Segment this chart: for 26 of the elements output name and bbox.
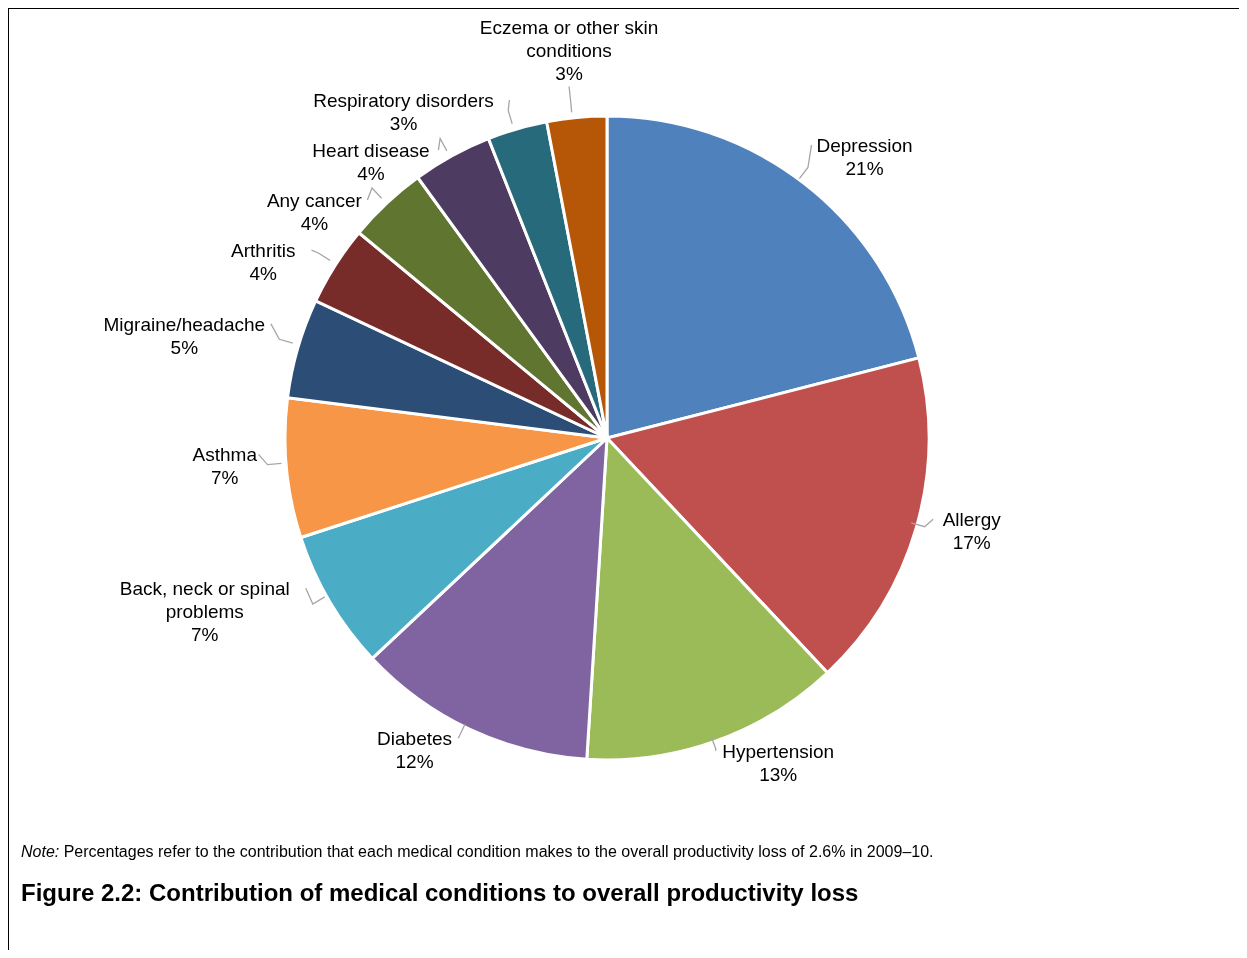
data-label: 12%	[395, 751, 434, 773]
slice-label: Arthritis	[231, 239, 296, 261]
data-label: 3%	[555, 62, 583, 84]
slice-label: Heart disease	[312, 139, 430, 161]
slice-label: Asthma	[192, 444, 258, 466]
data-label: 3%	[389, 112, 418, 134]
text: Figure 2.2: Contribution of medical conditions to overall productivity loss	[21, 879, 860, 907]
data-label: 17%	[952, 532, 991, 554]
slice-label: Allergy	[942, 509, 1002, 531]
slice-label: Any cancer	[266, 189, 363, 211]
slice-label: Eczema or other skin conditions	[479, 16, 659, 61]
data-label: 7%	[211, 467, 239, 489]
slice-label: Back, neck or spinal problems	[119, 578, 290, 623]
data-label: 4%	[300, 212, 329, 234]
slice-label: Diabetes	[377, 728, 453, 750]
data-label: 7%	[191, 624, 219, 646]
slice-label: Hypertension	[722, 740, 835, 762]
data-label: 21%	[845, 157, 884, 179]
slice-label: Respiratory disorders	[313, 89, 494, 111]
slice-label: Depression	[816, 134, 913, 156]
data-label: 13%	[759, 763, 798, 785]
text: Note: Percentages refer to the contribution that each medical condition makes to the overall productivity loss of 2.6% in 2009–10.	[21, 843, 935, 861]
data-label: 4%	[249, 262, 278, 284]
data-label: 4%	[357, 162, 385, 184]
slice-label: Migraine/headache	[103, 313, 266, 335]
data-label: 5%	[170, 336, 199, 358]
